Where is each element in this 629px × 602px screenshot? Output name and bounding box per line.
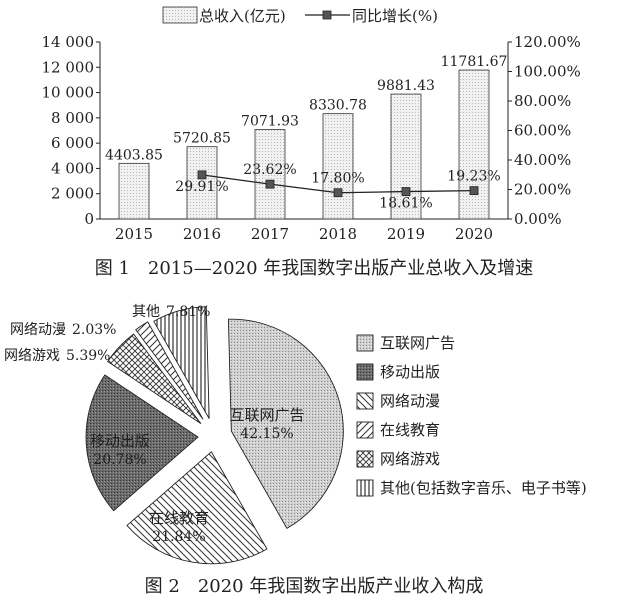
- pie-slice: [135, 321, 204, 420]
- figure-1-caption: 图 1 2015—2020 年我国数字出版产业总收入及增速: [95, 258, 534, 279]
- growth-marker: [333, 188, 343, 198]
- growth-value-label: 19.23%: [447, 169, 500, 185]
- pie-legend-swatch: [356, 421, 374, 439]
- bar: [458, 69, 490, 220]
- growth-value-label: 23.62%: [243, 162, 296, 178]
- growth-marker: [265, 179, 275, 189]
- y-tick-label: 8 000: [51, 109, 94, 127]
- x-tick-label: 2016: [183, 225, 221, 243]
- pie-slice-value: 7.81%: [166, 304, 210, 320]
- legend-label-revenue: 总收入(亿元): [199, 7, 286, 25]
- growth-value-label: 17.80%: [311, 171, 364, 187]
- pie-slice-value: 5.39%: [66, 348, 110, 364]
- x-tick-label: 2017: [251, 225, 289, 243]
- pie-legend-label: 移动出版: [380, 363, 440, 381]
- bar: [186, 146, 218, 220]
- y-tick-label: 2 000: [51, 185, 94, 203]
- bar-value-label: 4403.85: [105, 147, 163, 163]
- legend-swatch-revenue: [162, 6, 198, 24]
- pie-slice: [227, 318, 344, 529]
- pie-outside-label: 网络游戏 5.39%: [4, 348, 110, 364]
- bar-value-label: 11781.67: [441, 54, 508, 70]
- pie-legend-label: 网络动漫: [380, 392, 440, 410]
- revenue-composition-chart: 互联网广告 42.15% 在线教育 21.84% 移动出版 20.78% 网络游戏 5.39%…: [4, 304, 587, 565]
- bar-value-label: 7071.93: [241, 114, 299, 130]
- pie-outside-label: 网络动漫 2.03%: [10, 322, 116, 338]
- y2-tick-label: 40.00%: [514, 151, 571, 169]
- y-tick-label: 10 000: [42, 84, 95, 102]
- growth-value-label: 18.61%: [379, 196, 432, 212]
- y-tick-label: 4 000: [51, 159, 94, 177]
- legend-marker-growth: [322, 10, 332, 20]
- y2-tick-label: 80.00%: [514, 92, 571, 110]
- bar: [118, 162, 150, 220]
- pie-slice-name: 移动出版: [90, 432, 150, 450]
- pie-legend-label: 互联网广告: [380, 334, 455, 352]
- growth-value-label: 29.91%: [175, 179, 228, 195]
- pie-slice-value: 20.78%: [93, 452, 146, 468]
- pie-slice-name: 互联网广告: [229, 406, 304, 424]
- y-tick-label: 14 000: [42, 33, 95, 51]
- bar: [254, 129, 286, 220]
- bar-value-label: 8330.78: [309, 98, 367, 114]
- y-tick-label: 0: [84, 210, 94, 228]
- x-tick-label: 2018: [319, 225, 357, 243]
- revenue-growth-chart: 0 2 000 4 000 6 000 8 000 10 000 12 000 14 000 0…: [42, 6, 581, 243]
- y2-tick-label: 20.00%: [514, 181, 571, 199]
- pie-slice: [107, 333, 202, 425]
- growth-marker: [469, 186, 479, 196]
- y-tick-label: 6 000: [51, 134, 94, 152]
- pie-outside-label: 其他 7.81%: [132, 304, 210, 320]
- pie-slice-name: 网络动漫: [10, 322, 66, 338]
- y2-tick-label: 0.00%: [514, 210, 562, 228]
- pie-slice-name: 其他: [132, 304, 160, 320]
- pie-slice-value: 42.15%: [240, 426, 293, 442]
- pie-legend-swatch: [356, 334, 374, 352]
- pie-legend-label: 其他(包括数字音乐、电子书等): [380, 479, 587, 497]
- pie-legend-swatch: [356, 363, 374, 381]
- legend-label-growth: 同比增长(%): [352, 7, 438, 25]
- bar-value-label: 5720.85: [173, 131, 231, 147]
- y2-tick-label: 60.00%: [514, 122, 571, 140]
- x-tick-label: 2020: [455, 225, 493, 243]
- bar-value-label: 9881.43: [377, 78, 435, 94]
- pie-legend-label: 在线教育: [380, 421, 440, 439]
- x-tick-label: 2015: [115, 225, 153, 243]
- y2-tick-label: 120.00%: [514, 33, 581, 51]
- pie-slice: [85, 374, 199, 512]
- figure-2-caption: 图 2 2020 年我国数字出版产业收入构成: [145, 576, 484, 597]
- growth-marker: [401, 187, 411, 196]
- bar: [322, 113, 354, 220]
- y2-tick-label: 100.00%: [514, 63, 581, 81]
- pie-slice-name: 网络游戏: [4, 348, 60, 364]
- pie-legend-swatch: [356, 392, 374, 410]
- pie-slice-value: 21.84%: [152, 529, 205, 545]
- pie-legend-swatch: [356, 450, 374, 468]
- pie-slice: [126, 451, 268, 565]
- bar: [390, 93, 422, 220]
- pie-slice: [153, 306, 210, 419]
- x-tick-label: 2019: [387, 225, 425, 243]
- pie-legend-swatch: [356, 479, 374, 497]
- growth-marker: [197, 170, 207, 180]
- pie-slice-name: 在线教育: [149, 509, 209, 527]
- pie-slice-value: 2.03%: [72, 322, 116, 338]
- y-tick-label: 12 000: [42, 58, 95, 76]
- pie-legend-label: 网络游戏: [380, 450, 440, 468]
